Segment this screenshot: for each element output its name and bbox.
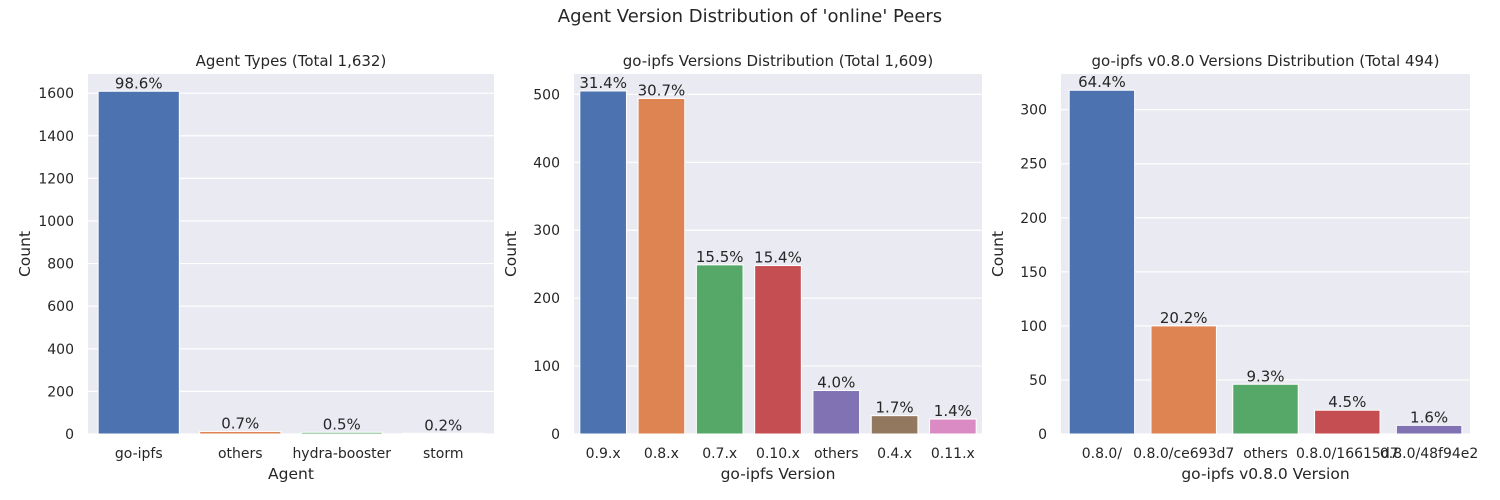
bar-0-10-x (754, 265, 802, 435)
chart-panel-1: 0 200 400 600 800 1000 1200 1400 1600 98.6% go-ipf… (16, 52, 494, 483)
bar-value-label: 1.4% (934, 402, 972, 420)
chart-panel-2: 0 100 200 300 400 500 31.4% 0.9.x 30.7% 0.8.x 15.5… (502, 52, 982, 483)
y-tick-label: 200 (533, 291, 560, 307)
bar-value-label: 31.4% (579, 74, 627, 92)
x-axis-label: go-ipfs v0.8.0 Version (1181, 465, 1349, 483)
y-tick-label: 0 (1038, 427, 1047, 443)
x-tick-label: 0.4.x (877, 446, 912, 462)
y-axis-label: Count (989, 231, 1007, 277)
y-tick-label: 1600 (38, 86, 74, 102)
y-tick-label: 50 (1029, 373, 1047, 389)
bar-hydra-booster (300, 431, 383, 435)
x-tick-label: go-ipfs (115, 446, 163, 462)
y-tick-label: 1400 (38, 129, 74, 145)
bar-0-8-x (637, 97, 686, 435)
bar-others (199, 430, 282, 435)
bar-0-7-x (695, 264, 744, 435)
x-tick-label: 0.8.0/48f94e2 (1380, 446, 1478, 462)
bar-others (1232, 383, 1299, 435)
y-tick-label: 0 (65, 427, 74, 443)
x-tick-label: 0.8.0/ (1082, 446, 1123, 462)
x-tick-label: 0.7.x (702, 446, 737, 462)
bar-0-8-0-ce693d7 (1150, 325, 1217, 435)
y-tick-label: 600 (47, 299, 74, 315)
x-axis-label: Agent (268, 465, 314, 483)
bar-value-label: 98.6% (115, 74, 163, 92)
bar-0-9-x (579, 90, 627, 435)
y-tick-label: 500 (533, 87, 560, 103)
x-tick-label: 0.8.x (644, 446, 679, 462)
y-tick-label: 400 (47, 342, 74, 358)
y-tick-label: 100 (533, 359, 560, 375)
y-tick-label: 200 (1020, 211, 1047, 227)
y-tick-label: 100 (1020, 319, 1047, 335)
panel-title: go-ipfs Versions Distribution (Total 1,6… (623, 52, 933, 70)
y-tick-label: 400 (533, 155, 560, 171)
y-tick-label: 1200 (38, 171, 74, 187)
bar-value-label: 1.6% (1410, 408, 1448, 426)
x-tick-label: 0.9.x (586, 446, 621, 462)
x-tick-label: others (814, 446, 859, 462)
bar-0-8-0- (1068, 89, 1136, 435)
x-tick-label: others (1243, 446, 1288, 462)
bar-value-label: 64.4% (1078, 73, 1126, 91)
panel-title: go-ipfs v0.8.0 Versions Distribution (To… (1092, 52, 1440, 70)
x-tick-label: hydra-booster (292, 446, 391, 462)
x-axis-label: go-ipfs Version (721, 465, 836, 483)
x-tick-label: 0.8.0/ce693d7 (1133, 446, 1234, 462)
y-tick-label: 200 (47, 384, 74, 400)
bar-0-8-0-16615d7 (1314, 409, 1381, 435)
y-tick-label: 300 (1020, 103, 1047, 119)
bar-0-11-x (929, 418, 977, 435)
bar-value-label: 9.3% (1246, 367, 1284, 385)
bar-value-label: 15.5% (696, 248, 744, 266)
x-tick-label: 0.10.x (756, 446, 800, 462)
y-axis-label: Count (16, 231, 34, 277)
bar-value-label: 0.7% (221, 414, 259, 432)
bar-value-label: 0.2% (424, 416, 462, 434)
bar-storm (402, 432, 485, 435)
y-tick-label: 1000 (38, 214, 74, 230)
x-tick-label: others (218, 446, 263, 462)
bar-value-label: 0.5% (323, 415, 361, 433)
chart-panel-3: 0 50 100 150 200 250 300 64.4% 0.8.0/20.2% 0.8.0/… (989, 52, 1478, 483)
bar-value-label: 4.0% (817, 374, 855, 392)
y-tick-label: 150 (1020, 265, 1047, 281)
bar-value-label: 1.7% (876, 399, 914, 417)
y-tick-label: 800 (47, 257, 74, 273)
y-tick-label: 300 (533, 223, 560, 239)
bar-value-label: 15.4% (754, 249, 802, 267)
panel-title: Agent Types (Total 1,632) (196, 52, 387, 70)
bar-0-8-0-48f94e2 (1395, 424, 1463, 435)
x-tick-label: 0.11.x (931, 446, 975, 462)
bar-value-label: 30.7% (638, 81, 686, 99)
bar-value-label: 4.5% (1328, 393, 1366, 411)
figure-suptitle: Agent Version Distribution of 'online' P… (557, 6, 943, 27)
y-tick-label: 0 (551, 427, 560, 443)
bar-others (812, 390, 861, 435)
bar-0-4-x (870, 415, 919, 435)
x-tick-label: storm (423, 446, 464, 462)
y-axis-label: Count (502, 231, 520, 277)
y-tick-label: 250 (1020, 157, 1047, 173)
bar-go-ipfs (97, 90, 180, 435)
bar-value-label: 20.2% (1160, 309, 1208, 327)
x-tick-label: 0.8.0/16615d7 (1296, 446, 1399, 462)
